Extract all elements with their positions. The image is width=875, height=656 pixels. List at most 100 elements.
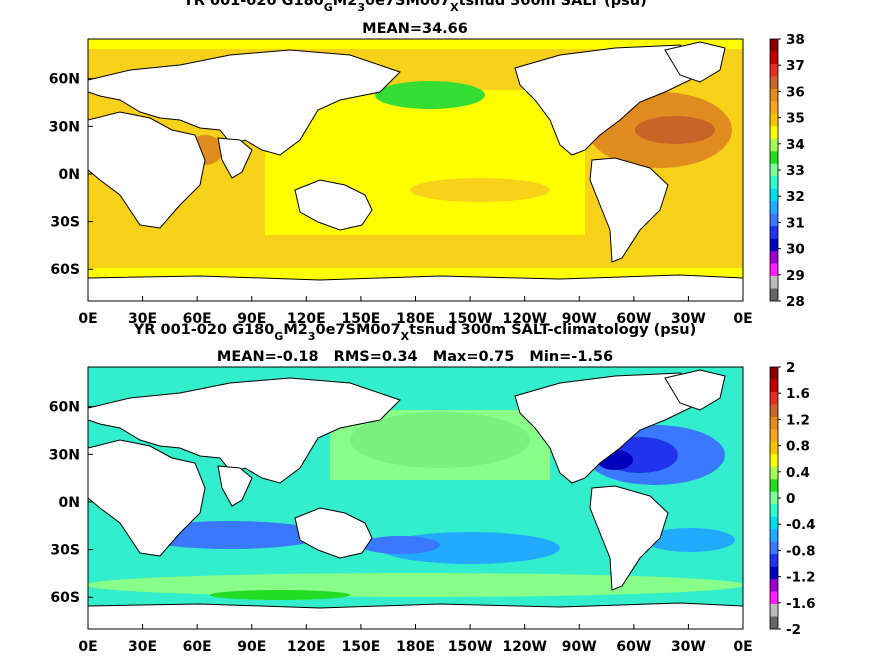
x-tick-label: 0E (733, 311, 752, 327)
colorbar-segment (770, 391, 778, 405)
land (88, 41, 743, 301)
colorbar-label: 2 (786, 360, 795, 376)
greenland (664, 41, 726, 83)
colorbar-label: 1.6 (786, 386, 810, 402)
y-tick-label: 60N (49, 400, 80, 416)
title-1-sub-c: X (450, 1, 459, 14)
australia (294, 507, 373, 559)
colorbar-segment (770, 39, 778, 52)
land (88, 369, 743, 629)
title-1-part-c: 0e7SM007 (365, 0, 450, 9)
panel-2-title: YR 001-020 G180GM230e7SM007Xtsnud 300m S… (133, 322, 696, 343)
y-tick-label: 0N (59, 167, 80, 183)
colorbar-segment (770, 504, 778, 518)
colorbar-segment (770, 541, 778, 555)
colorbar-label: 1.2 (786, 412, 810, 428)
eurasia (88, 49, 401, 156)
colorbar-segment (770, 454, 778, 468)
colorbar-label: 33 (786, 163, 805, 179)
colorbar-label: 0.4 (786, 465, 810, 481)
title-2-sub-b: 3 (308, 330, 316, 343)
colorbar-segment (770, 151, 778, 165)
colorbar-label: 38 (786, 32, 805, 48)
colorbar-segment (770, 554, 778, 567)
colorbar-segment (770, 113, 778, 127)
colorbar-label: 31 (786, 215, 805, 231)
tropical-pacific-salty (410, 178, 550, 202)
colorbar-label: -1.6 (786, 596, 816, 612)
y-tick-label: 0N (59, 495, 80, 511)
colorbar-label: 0 (786, 491, 795, 507)
greenland (664, 369, 726, 411)
x-tick-label: 150W (448, 311, 493, 327)
colorbar-segment (770, 516, 778, 530)
australia (294, 179, 373, 231)
colorbar-label: 36 (786, 84, 805, 100)
x-tick-label: 60E (183, 311, 212, 327)
colorbar-label: 29 (786, 268, 805, 284)
colorbar-segment (770, 51, 778, 65)
colorbar-label: 0.8 (786, 439, 810, 455)
panel-1-title: YR 001-020 G180GM230e7SM007Xtsnud 300m S… (182, 0, 646, 14)
y-tick-label: 30N (49, 119, 80, 135)
india (217, 137, 253, 179)
map-2-axes: 0E 30E 60E 90E 120E 150E 180E 150W 120W 90W 60W 30W… (49, 400, 753, 655)
x-tick-label: 90W (562, 639, 597, 655)
south-atlantic-fresh (645, 528, 735, 552)
x-tick-label: 0E (733, 639, 752, 655)
x-tick-label: 60W (616, 311, 651, 327)
south-america (589, 157, 669, 263)
title-1-part-d: tsnud 300m SALT (psu) (459, 0, 647, 9)
colorbar-segment (770, 101, 778, 115)
panel-salinity: YR 001-020 G180GM230e7SM007Xtsnud 300m S… (49, 0, 805, 327)
colorbar-segment (770, 188, 778, 202)
title-2-sub-a: G (274, 330, 283, 343)
colorbar-label: -0.4 (786, 517, 816, 533)
colorbar-label: 34 (786, 137, 805, 153)
colorbar-segment (770, 63, 778, 77)
title-2-sub-c: X (401, 330, 410, 343)
colorbar-segment (770, 616, 778, 630)
colorbar-label: 32 (786, 189, 805, 205)
title-2-part-d: tsnud 300m SALT-climatology (psu) (409, 322, 696, 338)
colorbar-segment (770, 263, 778, 277)
arctic-band (88, 39, 743, 49)
colorbar-segment (770, 441, 778, 455)
x-tick-label: 120E (287, 311, 326, 327)
y-tick-label: 30N (49, 447, 80, 463)
colorbar-segment (770, 226, 778, 239)
panel-2-stats: MEAN=-0.18 RMS=0.34 Max=0.75 Min=-1.56 (217, 349, 613, 365)
x-tick-label: 30E (128, 639, 157, 655)
title-1-part-a: YR 001-020 G180 (182, 0, 323, 9)
colorbar-segment (770, 429, 778, 443)
colorbar-segment (770, 176, 778, 190)
y-tick-label: 60S (50, 262, 80, 278)
x-tick-label: 30W (671, 639, 706, 655)
map-1-field (88, 39, 743, 301)
colorbar-label: 30 (786, 242, 805, 258)
colorbar-segment (770, 404, 778, 418)
india (217, 465, 253, 507)
x-tick-label: 90E (237, 311, 266, 327)
africa (88, 439, 206, 557)
colorbar-1: 38 37 36 35 34 33 32 31 30 29 28 (769, 32, 805, 310)
colorbar-segment (770, 276, 778, 289)
colorbar-label: 28 (786, 294, 805, 310)
x-tick-label: 180E (396, 311, 435, 327)
colorbar-label: -0.8 (786, 543, 816, 559)
x-tick-label: 30W (671, 311, 706, 327)
title-1-part-b: M2 (333, 0, 358, 9)
south-pacific-core (360, 536, 440, 554)
colorbar-segment (770, 579, 778, 592)
colorbar-segment (770, 379, 778, 393)
colorbar-label: -1.2 (786, 570, 816, 586)
y-tick-label: 60S (50, 590, 80, 606)
southern-band (88, 573, 743, 597)
colorbar-segment (770, 138, 778, 152)
panel-salinity-bias: YR 001-020 G180GM230e7SM007Xtsnud 300m S… (49, 322, 816, 655)
colorbar-segment (770, 126, 778, 140)
south-america (589, 485, 669, 591)
title-1-sub-a: G (324, 1, 333, 14)
x-tick-label: 0E (78, 311, 97, 327)
